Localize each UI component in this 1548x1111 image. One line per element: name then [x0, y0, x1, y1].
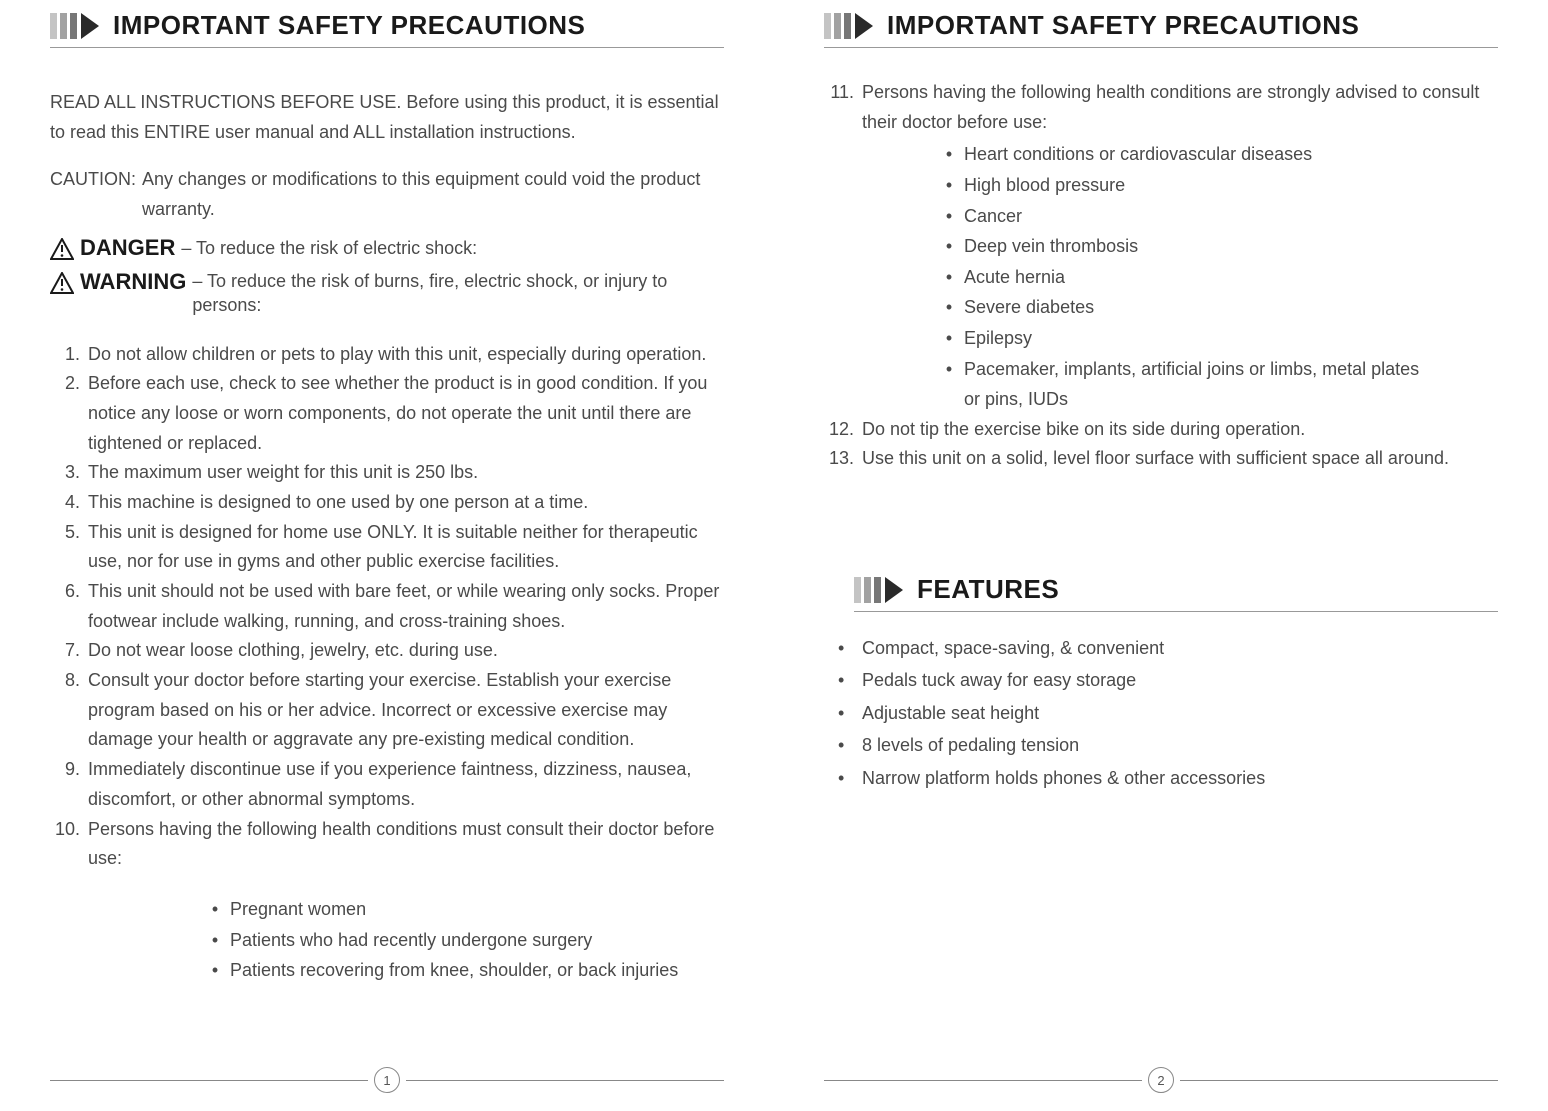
feature-item: •8 levels of pedaling tension	[834, 729, 1498, 761]
sub-bullet: •High blood pressure	[934, 170, 1498, 201]
page-footer-2: 2	[824, 1067, 1498, 1093]
warning-row: WARNING – To reduce the risk of burns, f…	[50, 269, 724, 318]
sub-bullet-list-1: •Pregnant women •Patients who had recent…	[200, 894, 724, 986]
numbered-list-2b: 12.Do not tip the exercise bike on its s…	[824, 415, 1498, 474]
caution-text: Any changes or modifications to this equ…	[142, 165, 724, 224]
warning-text: – To reduce the risk of burns, fire, ele…	[192, 269, 724, 318]
sub-bullet: •Heart conditions or cardiovascular dise…	[934, 139, 1498, 170]
sub-bullet: •Deep vein thrombosis	[934, 231, 1498, 262]
sub-bullet-list-2: •Heart conditions or cardiovascular dise…	[934, 139, 1498, 414]
list-item: 7.Do not wear loose clothing, jewelry, e…	[50, 636, 724, 666]
feature-item: •Adjustable seat height	[834, 697, 1498, 729]
section-header-safety-2: IMPORTANT SAFETY PRECAUTIONS	[824, 10, 1498, 48]
sub-bullet: •Cancer	[934, 201, 1498, 232]
numbered-list-2: 11.Persons having the following health c…	[824, 78, 1498, 137]
danger-triangle-icon	[50, 238, 74, 260]
list-item: 9.Immediately discontinue use if you exp…	[50, 755, 724, 814]
page-2: IMPORTANT SAFETY PRECAUTIONS 11.Persons …	[774, 0, 1548, 1111]
sub-bullet: •Severe diabetes	[934, 292, 1498, 323]
sub-bullet: •Pacemaker, implants, artificial joins o…	[934, 354, 1498, 415]
feature-item: •Narrow platform holds phones & other ac…	[834, 762, 1498, 794]
caution-label: CAUTION:	[50, 165, 136, 224]
section-header-features: FEATURES	[854, 574, 1498, 612]
page-number: 1	[374, 1067, 400, 1093]
header-bars-icon	[854, 577, 881, 603]
page-number: 2	[1148, 1067, 1174, 1093]
triangle-icon	[855, 13, 873, 39]
list-item: 12.Do not tip the exercise bike on its s…	[824, 415, 1498, 445]
numbered-list-1: 1.Do not allow children or pets to play …	[50, 340, 724, 874]
header-bars-icon	[50, 13, 77, 39]
section-title: FEATURES	[917, 574, 1059, 605]
list-item: 1.Do not allow children or pets to play …	[50, 340, 724, 370]
list-item: 10.Persons having the following health c…	[50, 815, 724, 874]
list-item: 6.This unit should not be used with bare…	[50, 577, 724, 636]
section-header-safety-1: IMPORTANT SAFETY PRECAUTIONS	[50, 10, 724, 48]
list-item: 13.Use this unit on a solid, level floor…	[824, 444, 1498, 474]
intro-text: READ ALL INSTRUCTIONS BEFORE USE. Before…	[50, 88, 724, 147]
sub-bullet: •Patients recovering from knee, shoulder…	[200, 955, 724, 986]
list-item: 8.Consult your doctor before starting yo…	[50, 666, 724, 755]
warning-triangle-icon	[50, 272, 74, 294]
list-item: 4.This machine is designed to one used b…	[50, 488, 724, 518]
sub-bullet: •Epilepsy	[934, 323, 1498, 354]
danger-text: – To reduce the risk of electric shock:	[181, 235, 477, 261]
list-item: 3.The maximum user weight for this unit …	[50, 458, 724, 488]
page-footer-1: 1	[50, 1067, 724, 1093]
header-bars-icon	[824, 13, 851, 39]
feature-item: •Compact, space-saving, & convenient	[834, 632, 1498, 664]
list-item: 11.Persons having the following health c…	[824, 78, 1498, 137]
sub-bullet: •Patients who had recently undergone sur…	[200, 925, 724, 956]
danger-label: DANGER	[80, 235, 175, 261]
warning-label: WARNING	[80, 269, 186, 295]
sub-bullet: •Pregnant women	[200, 894, 724, 925]
list-item: 2.Before each use, check to see whether …	[50, 369, 724, 458]
section-title: IMPORTANT SAFETY PRECAUTIONS	[113, 10, 585, 41]
features-list: •Compact, space-saving, & convenient •Pe…	[834, 632, 1498, 794]
section-title: IMPORTANT SAFETY PRECAUTIONS	[887, 10, 1359, 41]
features-section: FEATURES •Compact, space-saving, & conve…	[824, 574, 1498, 794]
page-1: IMPORTANT SAFETY PRECAUTIONS READ ALL IN…	[0, 0, 774, 1111]
triangle-icon	[885, 577, 903, 603]
list-item: 5.This unit is designed for home use ONL…	[50, 518, 724, 577]
danger-row: DANGER – To reduce the risk of electric …	[50, 235, 724, 261]
feature-item: •Pedals tuck away for easy storage	[834, 664, 1498, 696]
triangle-icon	[81, 13, 99, 39]
caution-row: CAUTION: Any changes or modifications to…	[50, 165, 724, 224]
sub-bullet: •Acute hernia	[934, 262, 1498, 293]
